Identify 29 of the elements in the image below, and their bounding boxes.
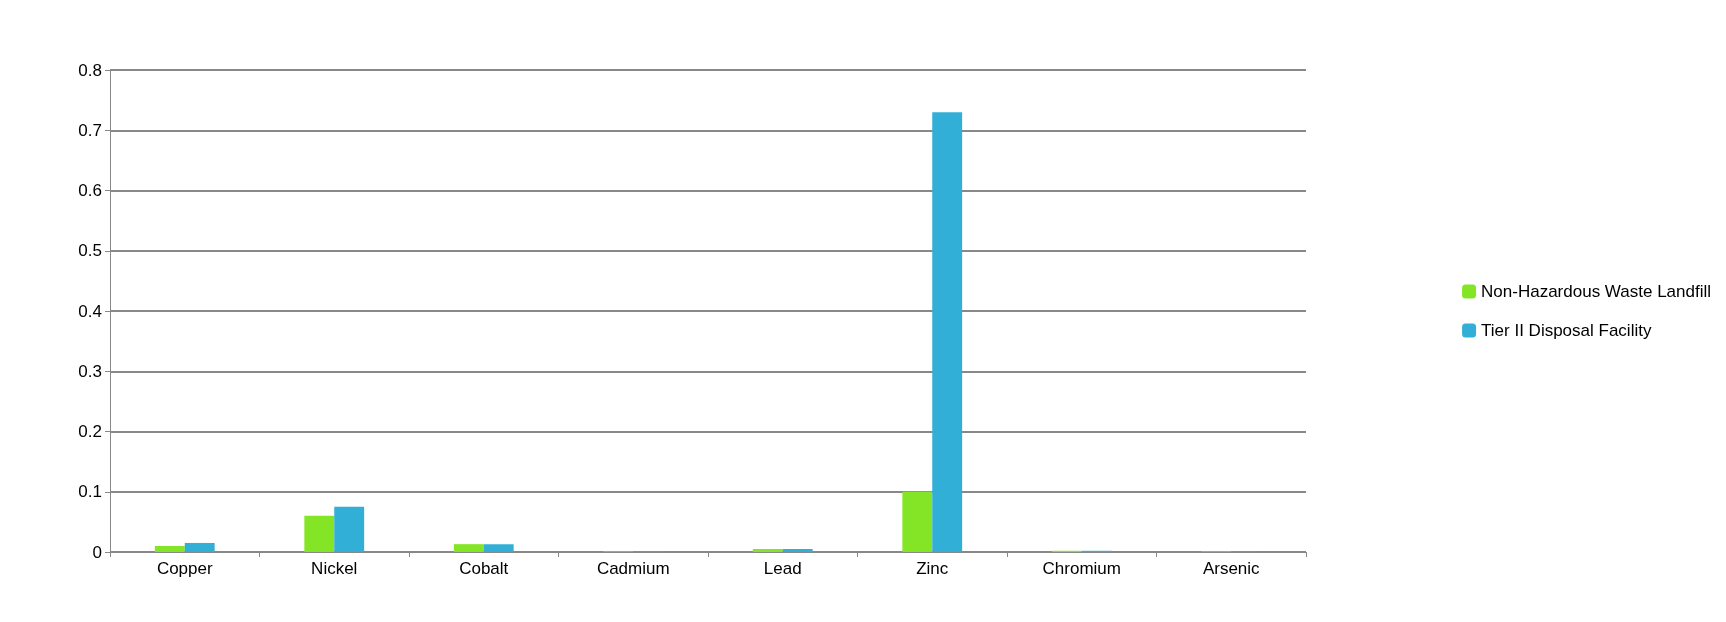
x-tick-label: Copper: [156, 559, 213, 578]
bar: [184, 542, 215, 552]
y-tick-label: 0.5: [78, 241, 102, 261]
legend-label: Tier II Disposal Facility: [1481, 321, 1652, 340]
bar: [334, 506, 365, 552]
bar: [453, 544, 484, 552]
bar: [752, 548, 783, 552]
x-tick-label: Nickel: [311, 559, 358, 578]
x-tick-label: Lead: [763, 559, 802, 578]
y-tick-label: 0.3: [78, 361, 102, 381]
y-tick-label: 0.8: [78, 60, 102, 80]
y-tick-label: 0.4: [78, 301, 102, 321]
bar: [932, 112, 963, 552]
y-tick-label: 0.6: [78, 181, 102, 200]
y-tick-label: 0.2: [78, 422, 102, 441]
x-tick-label: Zinc: [916, 559, 949, 578]
bar: [154, 545, 185, 552]
y-tick-label: 0.7: [78, 120, 102, 140]
y-tick-label: 0: [92, 542, 102, 562]
bar: [483, 544, 514, 552]
x-tick-label: Cobalt: [459, 559, 509, 578]
legend-label: Non-Hazardous Waste Landfill: [1481, 282, 1712, 301]
bar: [304, 515, 335, 552]
y-tick-label: 0.1: [78, 482, 102, 502]
bar: [782, 548, 813, 552]
x-tick-label: Arsenic: [1202, 559, 1261, 578]
x-tick-label: Cadmium: [596, 559, 670, 578]
x-tick-label: Chromium: [1042, 559, 1121, 578]
bar: [902, 491, 933, 552]
